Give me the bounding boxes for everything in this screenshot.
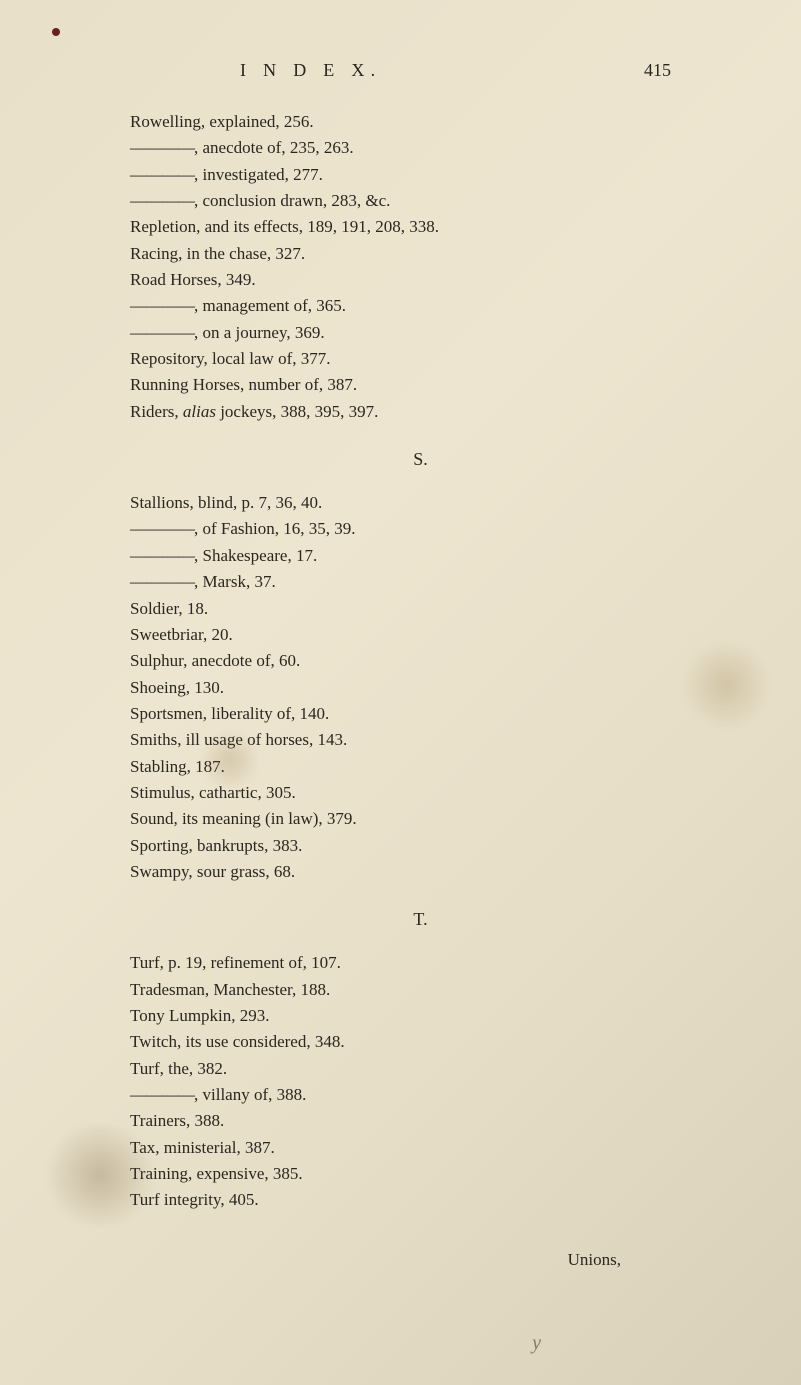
ditto-dash: ————: [130, 1082, 194, 1108]
ditto-dash: ————: [130, 320, 194, 346]
header-title: I N D E X.: [240, 60, 382, 81]
index-entry: Trainers, 388.: [130, 1108, 711, 1134]
index-entry: Running Horses, number of, 387.: [130, 372, 711, 398]
ditto-dash: ————: [130, 135, 194, 161]
index-entry: Road Horses, 349.: [130, 267, 711, 293]
index-entry: Tony Lumpkin, 293.: [130, 1003, 711, 1029]
index-entry: Repository, local law of, 377.: [130, 346, 711, 372]
index-entry: ————, investigated, 277.: [130, 162, 711, 188]
index-entry-text: , anecdote of, 235, 263.: [194, 138, 354, 157]
paper-stain: [681, 640, 771, 730]
index-entry-text: , Marsk, 37.: [194, 572, 276, 591]
index-entry: ————, villany of, 388.: [130, 1082, 711, 1108]
catchword: Unions,: [130, 1250, 711, 1270]
ink-dot: [52, 28, 60, 36]
index-entry: Training, expensive, 385.: [130, 1161, 711, 1187]
index-entry: ————, Marsk, 37.: [130, 569, 711, 595]
index-section-r: Rowelling, explained, 256.————, anecdote…: [130, 109, 711, 425]
paper-stain: [40, 1125, 160, 1225]
stray-mark: y: [532, 1332, 541, 1355]
ditto-dash: ————: [130, 293, 194, 319]
index-entry: Riders, alias jockeys, 388, 395, 397.: [130, 399, 711, 425]
index-entry-text: , villany of, 388.: [194, 1085, 306, 1104]
index-entry: Turf, p. 19, refinement of, 107.: [130, 950, 711, 976]
index-entry-text: , on a journey, 369.: [194, 323, 325, 342]
index-entry: Turf, the, 382.: [130, 1056, 711, 1082]
ditto-dash: ————: [130, 516, 194, 542]
index-entry: Racing, in the chase, 327.: [130, 241, 711, 267]
index-entry: Sound, its meaning (in law), 379.: [130, 806, 711, 832]
ditto-dash: ————: [130, 543, 194, 569]
page: I N D E X. 415 Rowelling, explained, 256…: [0, 0, 801, 1385]
index-entry: Repletion, and its effects, 189, 191, 20…: [130, 214, 711, 240]
index-entry: ————, on a journey, 369.: [130, 320, 711, 346]
index-entry: ————, conclusion drawn, 283, &c.: [130, 188, 711, 214]
index-entry: Rowelling, explained, 256.: [130, 109, 711, 135]
index-entry: ————, anecdote of, 235, 263.: [130, 135, 711, 161]
section-letter-t: T.: [130, 909, 711, 930]
index-entry: ————, Shakespeare, 17.: [130, 543, 711, 569]
index-entry: ————, management of, 365.: [130, 293, 711, 319]
page-number: 415: [644, 60, 671, 81]
index-entry: Shoeing, 130.: [130, 675, 711, 701]
index-entry: Soldier, 18.: [130, 596, 711, 622]
index-entry: Sulphur, anecdote of, 60.: [130, 648, 711, 674]
index-entry: Sporting, bankrupts, 383.: [130, 833, 711, 859]
index-entry: Twitch, its use considered, 348.: [130, 1029, 711, 1055]
index-entry: Sportsmen, liberality of, 140.: [130, 701, 711, 727]
section-letter-s: S.: [130, 449, 711, 470]
paper-stain: [200, 730, 260, 790]
index-entry-text: , Shakespeare, 17.: [194, 546, 317, 565]
index-entry: Tax, ministerial, 387.: [130, 1135, 711, 1161]
index-entry-text: , conclusion drawn, 283, &c.: [194, 191, 390, 210]
index-entry-text: , management of, 365.: [194, 296, 346, 315]
index-entry-text: , investigated, 277.: [194, 165, 323, 184]
index-entry: Stallions, blind, p. 7, 36, 40.: [130, 490, 711, 516]
index-entry-text: , of Fashion, 16, 35, 39.: [194, 519, 356, 538]
running-header: I N D E X. 415: [130, 60, 711, 81]
ditto-dash: ————: [130, 162, 194, 188]
index-entry: Tradesman, Manchester, 188.: [130, 977, 711, 1003]
ditto-dash: ————: [130, 569, 194, 595]
index-entry: ————, of Fashion, 16, 35, 39.: [130, 516, 711, 542]
index-section-s: Stallions, blind, p. 7, 36, 40.————, of …: [130, 490, 711, 885]
index-section-t: Turf, p. 19, refinement of, 107.Tradesma…: [130, 950, 711, 1213]
index-entry: Swampy, sour grass, 68.: [130, 859, 711, 885]
ditto-dash: ————: [130, 188, 194, 214]
index-entry: Sweetbriar, 20.: [130, 622, 711, 648]
index-entry: Turf integrity, 405.: [130, 1187, 711, 1213]
